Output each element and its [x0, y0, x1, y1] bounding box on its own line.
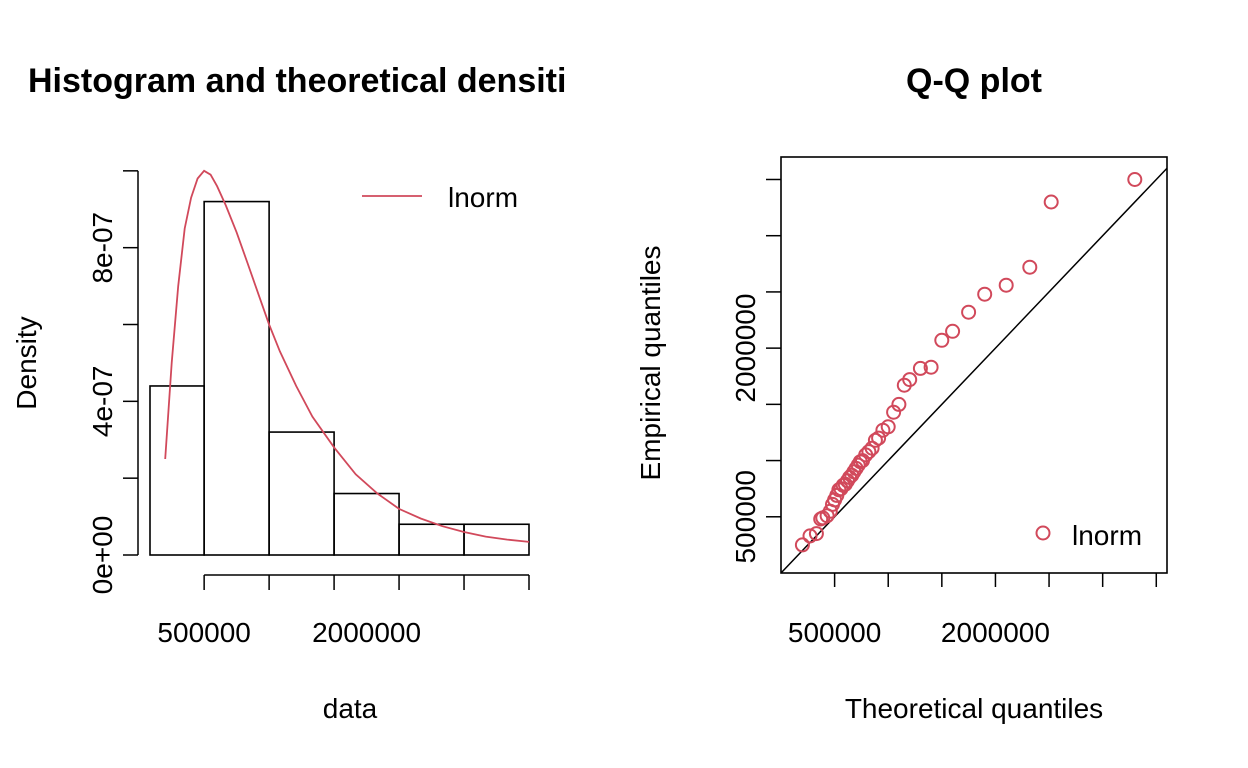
- qq-point: [871, 430, 887, 446]
- qq-point: [1127, 172, 1143, 187]
- qq-point: [794, 537, 810, 553]
- qq-point: [934, 332, 950, 348]
- qq-reference-line: [780, 167, 1168, 574]
- qq-point: [977, 286, 993, 302]
- histogram-bar: [149, 385, 205, 556]
- qq-x-axis-label: Theoretical quantiles: [845, 693, 1103, 724]
- qq-point: [808, 526, 824, 542]
- histogram-panel: Histogram and theoretical densiti data D…: [11, 62, 566, 724]
- qq-point: [945, 323, 961, 339]
- histogram-bar: [203, 200, 270, 556]
- qq-legend: lnorm: [1035, 520, 1142, 551]
- qq-y-axis: 500000 2000000: [730, 178, 781, 564]
- qq-point: [902, 372, 918, 388]
- x-tick-label: 2000000: [941, 617, 1050, 648]
- x-tick-label: 500000: [157, 617, 250, 648]
- qq-y-axis-label: Empirical quantiles: [635, 246, 666, 481]
- histogram-x-axis: 500000 2000000: [157, 574, 530, 648]
- qq-plot-title: Q-Q plot: [906, 62, 1042, 100]
- x-tick-label: 2000000: [312, 617, 421, 648]
- qq-point: [961, 304, 977, 320]
- density-curve-lnorm: [164, 169, 530, 543]
- qq-plot-panel: Q-Q plot Theoretical quantiles Empirical…: [635, 62, 1168, 724]
- histogram-legend: lnorm: [362, 182, 518, 213]
- y-tick-label: 0e+00: [87, 516, 118, 595]
- x-tick-label: 500000: [788, 617, 881, 648]
- qq-points: [794, 172, 1143, 553]
- qq-point: [891, 396, 907, 412]
- qq-point: [998, 277, 1014, 293]
- qq-point: [912, 360, 928, 376]
- y-tick-label: 2000000: [730, 294, 761, 403]
- legend-point-swatch: [1035, 525, 1051, 541]
- qq-legend-label: lnorm: [1072, 520, 1142, 551]
- histogram-x-axis-label: data: [323, 693, 378, 724]
- qq-point: [1022, 259, 1038, 275]
- qq-plot-frame: [780, 156, 1168, 574]
- qq-point: [867, 432, 883, 448]
- y-tick-label: 4e-07: [87, 365, 118, 437]
- qq-point: [923, 359, 939, 375]
- y-tick-label: 8e-07: [87, 212, 118, 284]
- histogram-bar: [268, 431, 335, 556]
- qq-point: [880, 419, 896, 435]
- histogram-y-axis: 0e+00 4e-07 8e-07: [87, 170, 139, 595]
- qq-point: [886, 404, 902, 420]
- qq-point: [861, 444, 877, 460]
- qq-point: [1043, 194, 1059, 210]
- histogram-title: Histogram and theoretical densiti: [28, 62, 566, 100]
- histogram-bars: [149, 200, 530, 556]
- histogram-legend-label: lnorm: [448, 182, 518, 213]
- histogram-bar: [463, 523, 530, 556]
- histogram-y-axis-label: Density: [11, 316, 42, 409]
- qq-x-axis: 500000 2000000: [788, 573, 1158, 648]
- y-tick-label: 500000: [730, 470, 761, 563]
- qq-point: [802, 528, 818, 544]
